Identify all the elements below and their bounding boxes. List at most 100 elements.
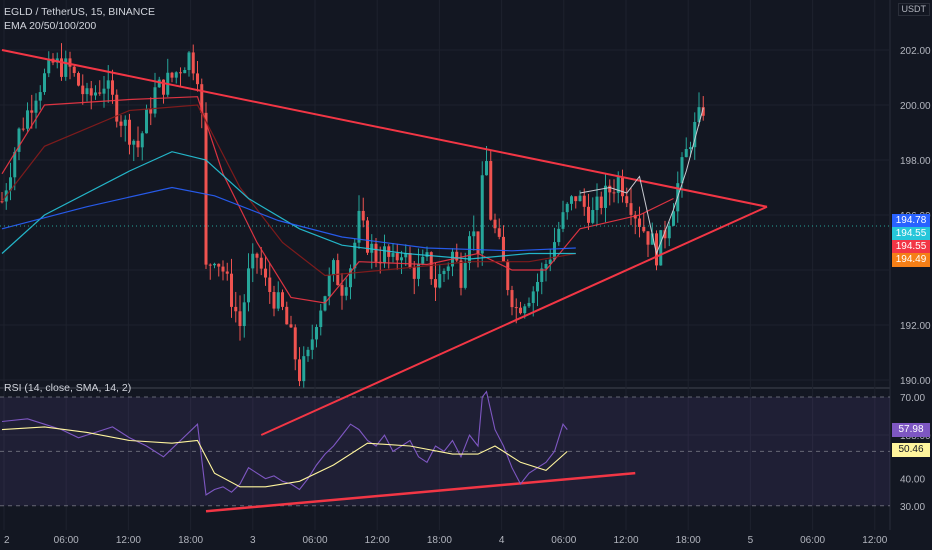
- candle-body: [200, 84, 204, 113]
- candle-body: [157, 79, 161, 88]
- candle-body: [68, 58, 72, 67]
- candle-body: [370, 243, 374, 253]
- candle-body: [145, 108, 148, 134]
- candle-body: [60, 58, 63, 77]
- symbol-legend[interactable]: EGLD / TetherUS, 15, BINANCE: [4, 6, 155, 18]
- candle-body: [650, 233, 654, 245]
- candle-body: [123, 119, 127, 126]
- candle-body: [616, 177, 620, 193]
- candle-body: [136, 140, 140, 148]
- time-tick-label: 06:00: [302, 535, 327, 546]
- candle-body: [247, 268, 250, 303]
- candle-body: [187, 52, 191, 70]
- candle-body: [234, 306, 238, 312]
- candle-body: [519, 307, 522, 314]
- rsi-lines: [1, 390, 568, 496]
- candle-body: [672, 211, 675, 226]
- candle-body: [344, 287, 348, 296]
- ema-line: [1, 151, 576, 260]
- price-tick-label: 202.00: [900, 46, 931, 57]
- rsi-value-tag: 50.46: [892, 443, 930, 458]
- candle-body: [64, 58, 68, 77]
- candle-body: [608, 185, 612, 193]
- candle-body: [179, 72, 182, 74]
- triangle-lower-line: [260, 205, 768, 436]
- candle-body: [340, 285, 344, 296]
- candle-body: [43, 73, 46, 93]
- candle-body: [463, 263, 467, 288]
- candle-body: [336, 260, 340, 286]
- candle-body: [132, 140, 136, 145]
- annotations: [1, 49, 768, 513]
- rsi-band: [0, 396, 890, 507]
- time-tick-label: 18:00: [427, 535, 452, 546]
- candle-body: [506, 261, 510, 291]
- candle-body: [659, 230, 663, 266]
- candle-body: [434, 279, 437, 288]
- candle-body: [570, 196, 573, 204]
- candle-body: [383, 246, 386, 264]
- candle-body: [693, 121, 697, 148]
- candle-body: [17, 128, 21, 152]
- time-tick-label: 12:00: [613, 535, 638, 546]
- candle-body: [476, 231, 480, 254]
- candle-body: [595, 196, 599, 211]
- candle-body: [421, 256, 425, 264]
- candle-body: [612, 192, 616, 194]
- candle-body: [115, 94, 119, 122]
- ema-lines: [0, 96, 890, 304]
- rsi-value-tag: 57.98: [892, 422, 930, 437]
- candle-body: [536, 281, 539, 292]
- candle-body: [582, 195, 586, 207]
- candle-body: [599, 196, 603, 208]
- wave-sketch-line: [579, 107, 704, 256]
- candle-body: [629, 203, 633, 215]
- candle-body: [578, 195, 582, 202]
- candle-body: [302, 356, 306, 382]
- candle-body: [230, 273, 233, 307]
- candle-body: [544, 263, 548, 269]
- rsi-tick-label: 30.00: [900, 502, 925, 513]
- candle-body: [38, 92, 42, 101]
- time-tick-label: 2: [4, 535, 10, 546]
- candle-body: [565, 203, 569, 213]
- candle-body: [701, 107, 705, 116]
- price-tag: 194.78: [892, 214, 930, 228]
- candle-body: [680, 157, 684, 184]
- candle-body: [366, 220, 369, 253]
- rsi-divergence-line: [205, 471, 636, 513]
- candle-body: [404, 252, 408, 258]
- candle-body: [493, 219, 497, 229]
- time-tick-label: 06:00: [551, 535, 576, 546]
- candle-body: [128, 119, 131, 145]
- candle-body: [174, 72, 178, 78]
- candle-body: [604, 185, 607, 208]
- candle-body: [106, 80, 110, 89]
- candle-body: [548, 259, 552, 264]
- candle-body: [0, 201, 4, 203]
- candle-body: [357, 210, 361, 243]
- candle-body: [310, 339, 314, 350]
- time-tick-label: 18:00: [676, 535, 701, 546]
- candle-body: [489, 161, 493, 220]
- price-tag: 194.55: [892, 227, 930, 241]
- candle-body: [298, 359, 301, 382]
- candle-body: [47, 58, 51, 74]
- candle-body: [34, 100, 38, 113]
- candle-body: [208, 264, 212, 266]
- rsi-legend[interactable]: RSI (14, close, SMA, 14, 2): [4, 382, 132, 394]
- time-tick-label: 4: [499, 535, 505, 546]
- candle-body: [625, 196, 629, 204]
- candle-body: [417, 263, 420, 279]
- rsi-tick-label: 70.00: [900, 393, 925, 404]
- candle-body: [480, 175, 484, 254]
- price-tag: 194.55: [892, 240, 930, 254]
- rsi-line: [1, 390, 568, 496]
- candle-body: [221, 266, 225, 272]
- candle-body: [21, 128, 25, 130]
- candle-body: [217, 263, 221, 267]
- ema-legend[interactable]: EMA 20/50/100/200: [4, 20, 97, 32]
- candle-body: [395, 253, 399, 261]
- rsi-ma-line: [1, 426, 568, 488]
